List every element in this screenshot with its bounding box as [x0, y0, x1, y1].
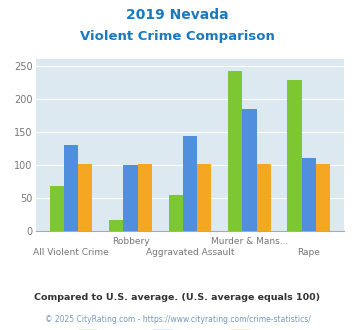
Bar: [242, 109, 257, 231]
Bar: [257, 164, 271, 231]
Bar: [316, 164, 330, 231]
Bar: [183, 136, 197, 231]
Bar: [302, 158, 316, 231]
Text: Compared to U.S. average. (U.S. average equals 100): Compared to U.S. average. (U.S. average …: [34, 293, 321, 302]
Bar: [109, 220, 123, 231]
Bar: [50, 186, 64, 231]
Bar: [138, 164, 152, 231]
Bar: [78, 164, 92, 231]
Text: © 2025 CityRating.com - https://www.cityrating.com/crime-statistics/: © 2025 CityRating.com - https://www.city…: [45, 315, 310, 324]
Bar: [169, 195, 183, 231]
Legend: Nevada, Missouri, National: Nevada, Missouri, National: [73, 325, 306, 330]
Bar: [123, 165, 138, 231]
Bar: [64, 145, 78, 231]
Bar: [197, 164, 211, 231]
Bar: [228, 71, 242, 231]
Bar: [288, 80, 302, 231]
Text: Violent Crime Comparison: Violent Crime Comparison: [80, 30, 275, 43]
Text: 2019 Nevada: 2019 Nevada: [126, 8, 229, 22]
